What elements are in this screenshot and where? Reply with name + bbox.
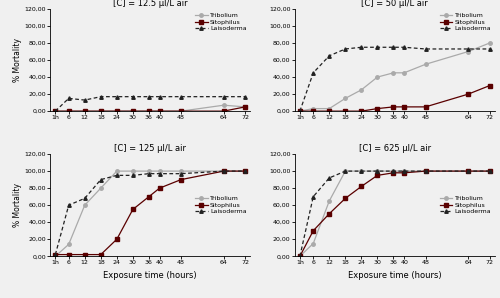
Title: [C] = 50 μl/L air: [C] = 50 μl/L air [362,0,428,8]
Title: [C] = 625 μl/L air: [C] = 625 μl/L air [358,144,431,153]
Legend: Tribolium, Sitophilus, Laisoderma: Tribolium, Sitophilus, Laisoderma [194,195,248,215]
Title: [C] = 12.5 μl/L air: [C] = 12.5 μl/L air [113,0,188,8]
Y-axis label: % Mortality: % Mortality [12,183,22,227]
Legend: Tribolium, Sitophilus, Laisoderma: Tribolium, Sitophilus, Laisoderma [439,195,492,215]
X-axis label: Exposure time (hours): Exposure time (hours) [104,271,197,280]
Y-axis label: % Mortality: % Mortality [12,38,22,82]
Legend: Tribolium, Sitophilus, Laisoderma: Tribolium, Sitophilus, Laisoderma [194,12,248,32]
Legend: Tribolium, Sitophilus, Laisoderma: Tribolium, Sitophilus, Laisoderma [439,12,492,32]
Title: [C] = 125 μl/L air: [C] = 125 μl/L air [114,144,186,153]
X-axis label: Exposure time (hours): Exposure time (hours) [348,271,442,280]
